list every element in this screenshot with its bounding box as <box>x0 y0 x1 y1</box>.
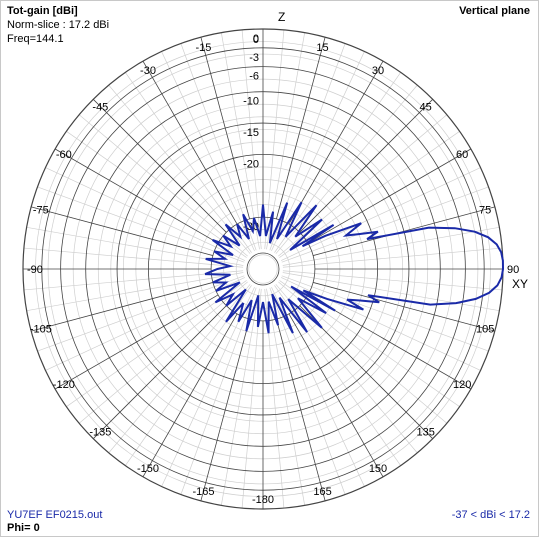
angle-tick-label: 30 <box>372 65 384 77</box>
minor-angle-gridline <box>281 275 489 352</box>
minor-angle-gridline <box>282 226 500 266</box>
minor-angle-gridline <box>78 114 248 257</box>
angle-tick-label: -165 <box>192 486 214 498</box>
level-circle <box>60 66 466 472</box>
minor-angle-gridline <box>282 247 503 268</box>
level-circle <box>148 154 378 384</box>
angle-tick-label: -15 <box>196 42 212 54</box>
minor-angle-gridline <box>45 277 246 371</box>
angle-tick-label: 15 <box>316 42 328 54</box>
minor-angle-gridline <box>269 287 346 495</box>
minor-angle-gridline <box>23 247 244 268</box>
minor-angle-gridline <box>278 114 448 257</box>
center-circle <box>246 252 280 286</box>
minor-angle-gridline <box>125 72 252 253</box>
angle-tick-label: 135 <box>416 427 434 439</box>
angle-tick-label: -75 <box>33 204 49 216</box>
angle-tick-label: -150 <box>137 463 159 475</box>
radial-tick-label: -3 <box>249 52 259 64</box>
level-circle <box>116 122 410 416</box>
minor-angle-gridline <box>78 281 248 424</box>
angle-tick-label: 0 <box>253 34 259 46</box>
radiation-pattern-trace <box>204 201 505 334</box>
angle-tick-label: -135 <box>89 427 111 439</box>
minor-angle-gridline <box>275 84 418 254</box>
angle-tick-label: 90 <box>507 264 519 276</box>
angle-tick-label: -105 <box>30 324 52 336</box>
minor-angle-gridline <box>274 285 401 466</box>
plane-label: Vertical plane <box>459 5 530 17</box>
minor-angle-gridline <box>241 29 262 250</box>
minor-angle-gridline <box>220 32 260 250</box>
minor-angle-gridline <box>282 270 503 291</box>
minor-angle-gridline <box>275 284 418 454</box>
minor-angle-gridline <box>278 281 448 424</box>
minor-angle-gridline <box>264 29 285 250</box>
minor-angle-gridline <box>282 272 500 312</box>
angle-tick-label: 60 <box>456 149 468 161</box>
minor-level-circle <box>235 241 291 297</box>
angle-tick-label: -120 <box>53 379 75 391</box>
radial-tick-label: 0 <box>253 33 259 45</box>
frequency-label: Freq=144.1 <box>7 33 64 45</box>
quantity-label: Tot-gain [dBi] <box>7 5 78 17</box>
minor-angle-gridline <box>274 72 401 253</box>
minor-angle-gridline <box>26 272 244 312</box>
level-circle <box>210 216 316 322</box>
minor-angle-gridline <box>161 51 255 252</box>
minor-angle-gridline <box>220 288 260 506</box>
file-name-label: YU7EF EF0215.out <box>7 509 103 521</box>
radial-tick-label: -6 <box>249 71 259 83</box>
norm-slice-label: Norm-slice : 17.2 dBi <box>7 19 110 31</box>
radial-tick-label: -20 <box>243 158 259 170</box>
angle-tick-label: -180 <box>252 494 274 506</box>
radial-tick-label: -10 <box>243 96 259 108</box>
angle-tick-label: 45 <box>420 101 432 113</box>
minor-angle-gridline <box>108 284 251 454</box>
minor-angle-gridline <box>280 167 481 261</box>
angle-tick-label: 120 <box>453 379 471 391</box>
minor-angle-gridline <box>279 131 460 258</box>
radial-tick-label: -15 <box>243 127 259 139</box>
angle-tick-label: 75 <box>479 204 491 216</box>
minor-angle-gridline <box>281 186 489 263</box>
angle-tick-label: 105 <box>476 324 494 336</box>
minor-angle-gridline <box>37 186 245 263</box>
minor-angle-gridline <box>180 287 257 495</box>
minor-level-circle <box>223 229 303 309</box>
minor-angle-gridline <box>266 288 306 506</box>
angle-tick-label: -30 <box>140 65 156 77</box>
minor-angle-gridline <box>264 288 285 509</box>
level-circle <box>85 91 441 447</box>
minor-angle-gridline <box>37 275 245 352</box>
angle-tick-label: 165 <box>313 486 331 498</box>
minor-angle-gridline <box>280 277 481 371</box>
gain-range-label: -37 < dBi < 17.2 <box>451 509 530 521</box>
angle-tick-label: -60 <box>56 149 72 161</box>
minor-angle-gridline <box>45 167 246 261</box>
xy-axis-label: XY <box>512 277 529 291</box>
minor-angle-gridline <box>66 131 247 258</box>
minor-level-circle <box>248 254 278 284</box>
angle-tick-label: -90 <box>27 264 43 276</box>
level-circle <box>41 47 485 491</box>
phi-label: Phi= 0 <box>7 522 40 534</box>
angle-tick-label: 150 <box>369 463 387 475</box>
minor-angle-gridline <box>271 51 365 252</box>
z-axis-label: Z <box>278 10 286 24</box>
angle-tick-label: -45 <box>92 101 108 113</box>
